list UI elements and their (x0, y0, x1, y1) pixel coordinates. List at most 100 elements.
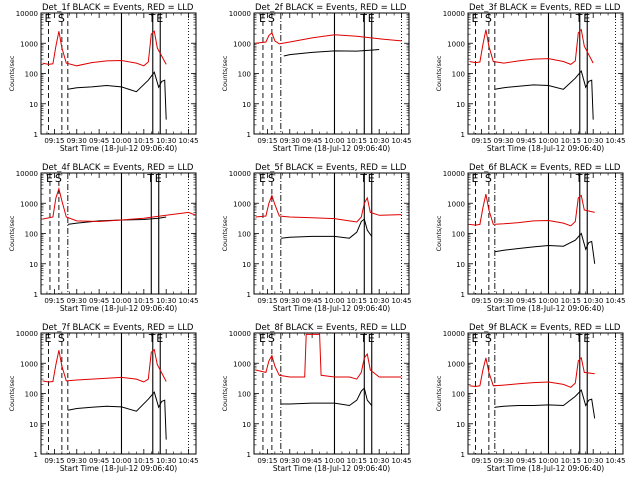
y-tick-label: 10000 (16, 10, 38, 18)
marker-label: T (575, 12, 583, 25)
y-axis-label: Counts/sec (8, 375, 16, 411)
x-axis-label: Start Time (18-Jul-12 09:06:40) (487, 464, 604, 473)
x-tick-label: 10:00 (538, 137, 558, 145)
series-line-lld (469, 356, 595, 388)
x-tick-label: 09:30 (280, 137, 300, 145)
x-tick-label: 09:45 (89, 297, 109, 305)
x-tick-label: 09:15 (471, 297, 491, 305)
y-tick-label: 10 (242, 421, 251, 429)
series-line-events (280, 218, 373, 239)
y-tick-label: 1000 (20, 40, 38, 48)
marker-label: S (55, 172, 62, 185)
y-tick-label: 1000 (447, 40, 465, 48)
x-tick-label: 10:30 (583, 137, 603, 145)
y-tick-label: 10 (456, 421, 465, 429)
panel-title: Det_6f BLACK = Events, RED = LLD (469, 163, 621, 173)
y-axis-label: Counts/sec (8, 215, 16, 251)
x-tick-label: 10:00 (111, 137, 131, 145)
detector-panel-2: Det_2f BLACK = Events, RED = LLD 1 10 100 10… (221, 3, 412, 153)
x-tick-label: 10:00 (324, 297, 344, 305)
detector-panel-4: Det_4f BLACK = Events, RED = LLD 1 10 100 10… (8, 163, 199, 313)
marker-label: E (259, 172, 266, 185)
plot-frame (253, 172, 410, 295)
y-tick-label: 1 (247, 451, 251, 459)
y-tick-label: 10 (29, 261, 38, 269)
x-tick-label: 10:00 (538, 457, 558, 465)
x-tick-label: 10:15 (347, 137, 367, 145)
plot-frame (40, 332, 197, 455)
x-tick-label: 10:15 (134, 457, 154, 465)
marker-label: T (359, 172, 367, 185)
x-tick-label: 09:45 (89, 457, 109, 465)
y-tick-label: 10000 (16, 330, 38, 338)
marker-label: S (485, 12, 492, 25)
x-tick-label: 09:15 (257, 297, 277, 305)
x-tick-label: 10:45 (605, 137, 625, 145)
panel-title: Det_5f BLACK = Events, RED = LLD (255, 163, 407, 173)
x-tick-label: 10:45 (605, 457, 625, 465)
marker-label: T (148, 332, 156, 345)
x-tick-label: 10:15 (561, 457, 581, 465)
y-tick-label: 100 (452, 391, 465, 399)
x-tick-label: 10:15 (134, 137, 154, 145)
y-tick-label: 10000 (229, 330, 251, 338)
series-line-lld (42, 348, 167, 383)
marker-label: S (268, 332, 275, 345)
y-tick-label: 10 (456, 101, 465, 109)
y-tick-label: 1 (461, 131, 465, 139)
marker-label: E (471, 12, 478, 25)
x-tick-label: 10:00 (324, 137, 344, 145)
marker-label: T (359, 332, 367, 345)
x-tick-label: 10:00 (538, 297, 558, 305)
y-tick-label: 1 (247, 131, 251, 139)
x-tick-label: 09:30 (494, 457, 514, 465)
y-tick-label: 100 (25, 391, 38, 399)
y-tick-label: 1 (34, 291, 38, 299)
y-axis-label: Counts/sec (435, 55, 443, 91)
x-tick-label: 10:45 (178, 297, 198, 305)
y-axis-label: Counts/sec (221, 215, 229, 251)
x-axis-label: Start Time (18-Jul-12 09:06:40) (60, 304, 177, 313)
x-tick-label: 10:15 (561, 137, 581, 145)
x-tick-label: 09:15 (44, 297, 64, 305)
y-tick-label: 100 (25, 231, 38, 239)
marker-label: E (44, 332, 51, 345)
x-tick-label: 09:45 (516, 137, 536, 145)
x-tick-label: 10:15 (134, 297, 154, 305)
x-tick-label: 10:15 (347, 297, 367, 305)
y-tick-label: 1000 (233, 200, 251, 208)
x-tick-label: 09:30 (280, 297, 300, 305)
y-tick-label: 1000 (20, 360, 38, 368)
x-tick-label: 10:30 (369, 137, 389, 145)
marker-label: E (156, 332, 163, 345)
series-line-events (494, 232, 596, 264)
marker-label: S (268, 172, 275, 185)
x-tick-label: 10:00 (324, 457, 344, 465)
x-tick-label: 10:45 (391, 297, 411, 305)
y-tick-label: 1 (34, 131, 38, 139)
panel-title: Det_9f BLACK = Events, RED = LLD (469, 323, 621, 333)
series-line-events (494, 389, 596, 419)
detector-panel-3: Det_3f BLACK = Events, RED = LLD 1 10 100 10… (435, 3, 626, 153)
marker-label: E (155, 172, 162, 185)
marker-label: E (368, 12, 375, 25)
marker-label: T (575, 332, 583, 345)
x-tick-label: 10:30 (369, 457, 389, 465)
y-tick-label: 10 (242, 261, 251, 269)
x-axis-label: Start Time (18-Jul-12 09:06:40) (273, 144, 390, 153)
x-tick-label: 09:45 (302, 297, 322, 305)
marker-label: T (359, 12, 367, 25)
x-tick-label: 09:30 (67, 137, 87, 145)
marker-label: S (268, 12, 275, 25)
marker-label: S (58, 12, 65, 25)
y-tick-label: 1000 (447, 360, 465, 368)
panel-title: Det_7f BLACK = Events, RED = LLD (42, 323, 194, 333)
marker-label: E (583, 332, 590, 345)
y-axis-label: Counts/sec (221, 55, 229, 91)
series-line-events (494, 70, 594, 120)
plot-frame (40, 172, 197, 295)
marker-label: E (471, 172, 478, 185)
x-tick-label: 09:45 (302, 457, 322, 465)
y-tick-label: 100 (238, 231, 251, 239)
